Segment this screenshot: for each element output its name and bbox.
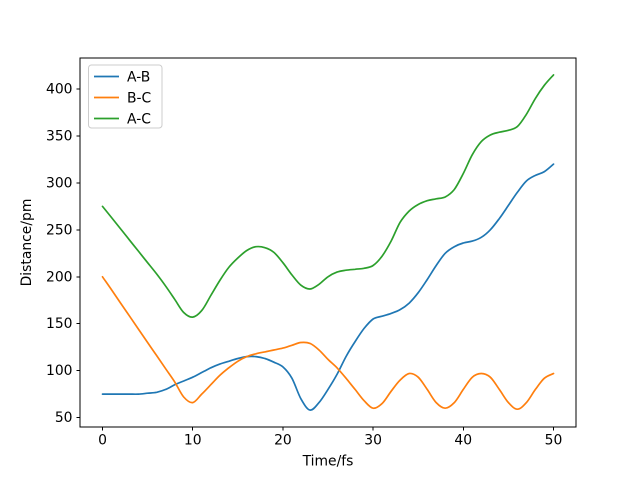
y-tick-label: 200 xyxy=(46,269,73,285)
x-tick-label: 0 xyxy=(98,433,107,449)
x-axis-label: Time/fs xyxy=(302,454,354,470)
x-tick-label: 40 xyxy=(454,433,472,449)
legend-label-a-b: A-B xyxy=(127,69,150,85)
x-tick-label: 50 xyxy=(545,433,563,449)
y-axis-label: Distance/pm xyxy=(19,199,35,287)
series-line-a-c xyxy=(101,74,555,318)
legend-box xyxy=(88,64,163,129)
y-tick-label: 250 xyxy=(46,222,73,238)
x-tick-label: 10 xyxy=(184,433,202,449)
x-tick-label: 30 xyxy=(364,433,382,449)
y-tick-label: 300 xyxy=(46,175,73,191)
axes-spines xyxy=(79,57,577,428)
series-line-a-b xyxy=(101,163,555,411)
legend-label-a-c: A-C xyxy=(127,111,151,127)
y-tick-label: 100 xyxy=(46,363,73,379)
plot-area: 0 10 20 30 40 50 50 100 150 200 250 300 350 400 A-B B-C… xyxy=(46,57,577,449)
y-tick-label: 400 xyxy=(46,81,73,97)
series-line-b-c xyxy=(101,275,555,411)
y-tick-label: 50 xyxy=(55,410,73,426)
x-tick-label: 20 xyxy=(274,433,292,449)
legend-label-b-c: B-C xyxy=(127,90,151,106)
legend: A-B B-C A-C xyxy=(88,64,163,129)
y-tick-label: 350 xyxy=(46,128,73,144)
y-tick-label: 150 xyxy=(46,316,73,332)
